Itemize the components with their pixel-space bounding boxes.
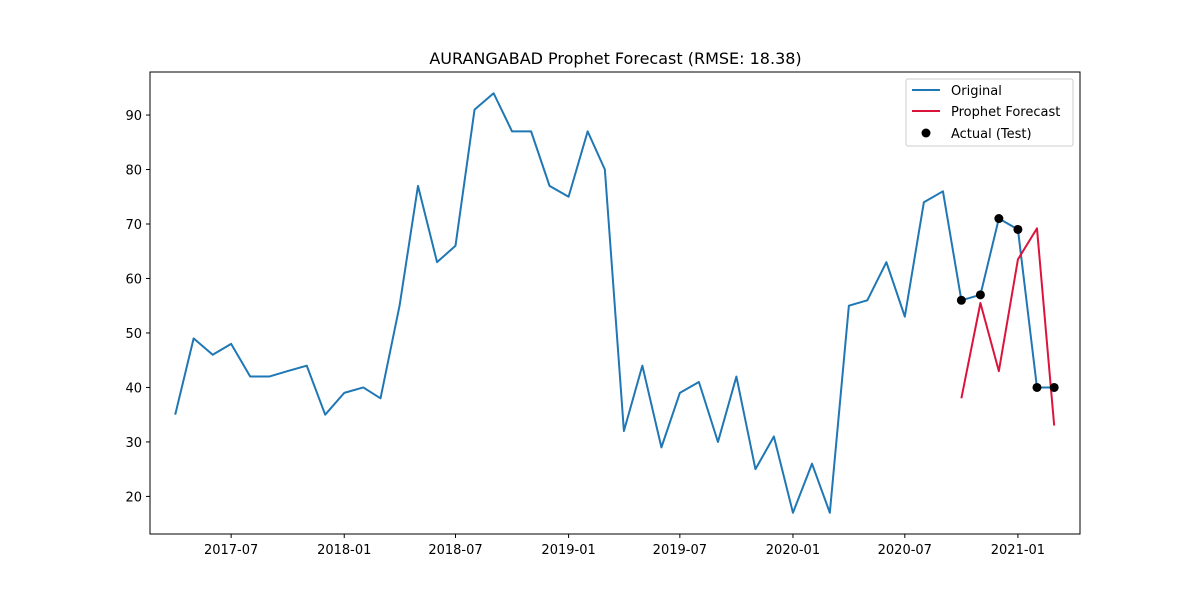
y-tick-label: 30 [125,436,142,451]
x-tick-label: 2020-01 [766,543,820,558]
x-tick-label: 2020-07 [878,543,932,558]
x-tick-label: 2019-01 [541,543,595,558]
x-tick-label: 2018-01 [317,543,371,558]
x-tick-label: 2018-07 [428,543,482,558]
y-tick-label: 50 [125,327,142,342]
data-point-actual-test [1032,382,1042,392]
y-tick-label: 20 [125,490,142,505]
x-tick-label: 2017-07 [204,543,258,558]
data-point-actual-test [1013,224,1023,234]
y-tick-label: 80 [125,164,142,179]
legend: Original Prophet Forecast Actual (Test) [905,78,1074,147]
legend-label-actual-test: Actual (Test) [951,127,1032,142]
data-point-actual-test [975,290,985,300]
y-tick-label: 40 [125,381,142,396]
data-point-actual-test [1049,382,1059,392]
chart-title: AURANGABAD Prophet Forecast (RMSE: 18.38… [429,49,801,68]
y-tick-label: 60 [125,272,142,287]
x-tick-label: 2021-01 [991,543,1045,558]
legend-frame [905,78,1074,147]
y-tick-label: 90 [125,109,142,124]
data-point-actual-test [994,214,1004,224]
series-layer [174,92,1059,514]
axes-layer: 2017-07 2018-01 2018-07 2019-01 2019-07 2020-… [125,71,1081,558]
plot-frame [149,71,1081,535]
legend-label-prophet-forecast: Prophet Forecast [951,105,1060,120]
legend-swatch-actual-test [921,128,931,138]
legend-label-original: Original [951,84,1002,99]
series-line-original [174,92,1055,514]
x-tick-label: 2019-07 [653,543,707,558]
data-point-actual-test [956,295,966,305]
y-tick-label: 70 [125,218,142,233]
series-line-prophet-forecast [960,227,1056,426]
